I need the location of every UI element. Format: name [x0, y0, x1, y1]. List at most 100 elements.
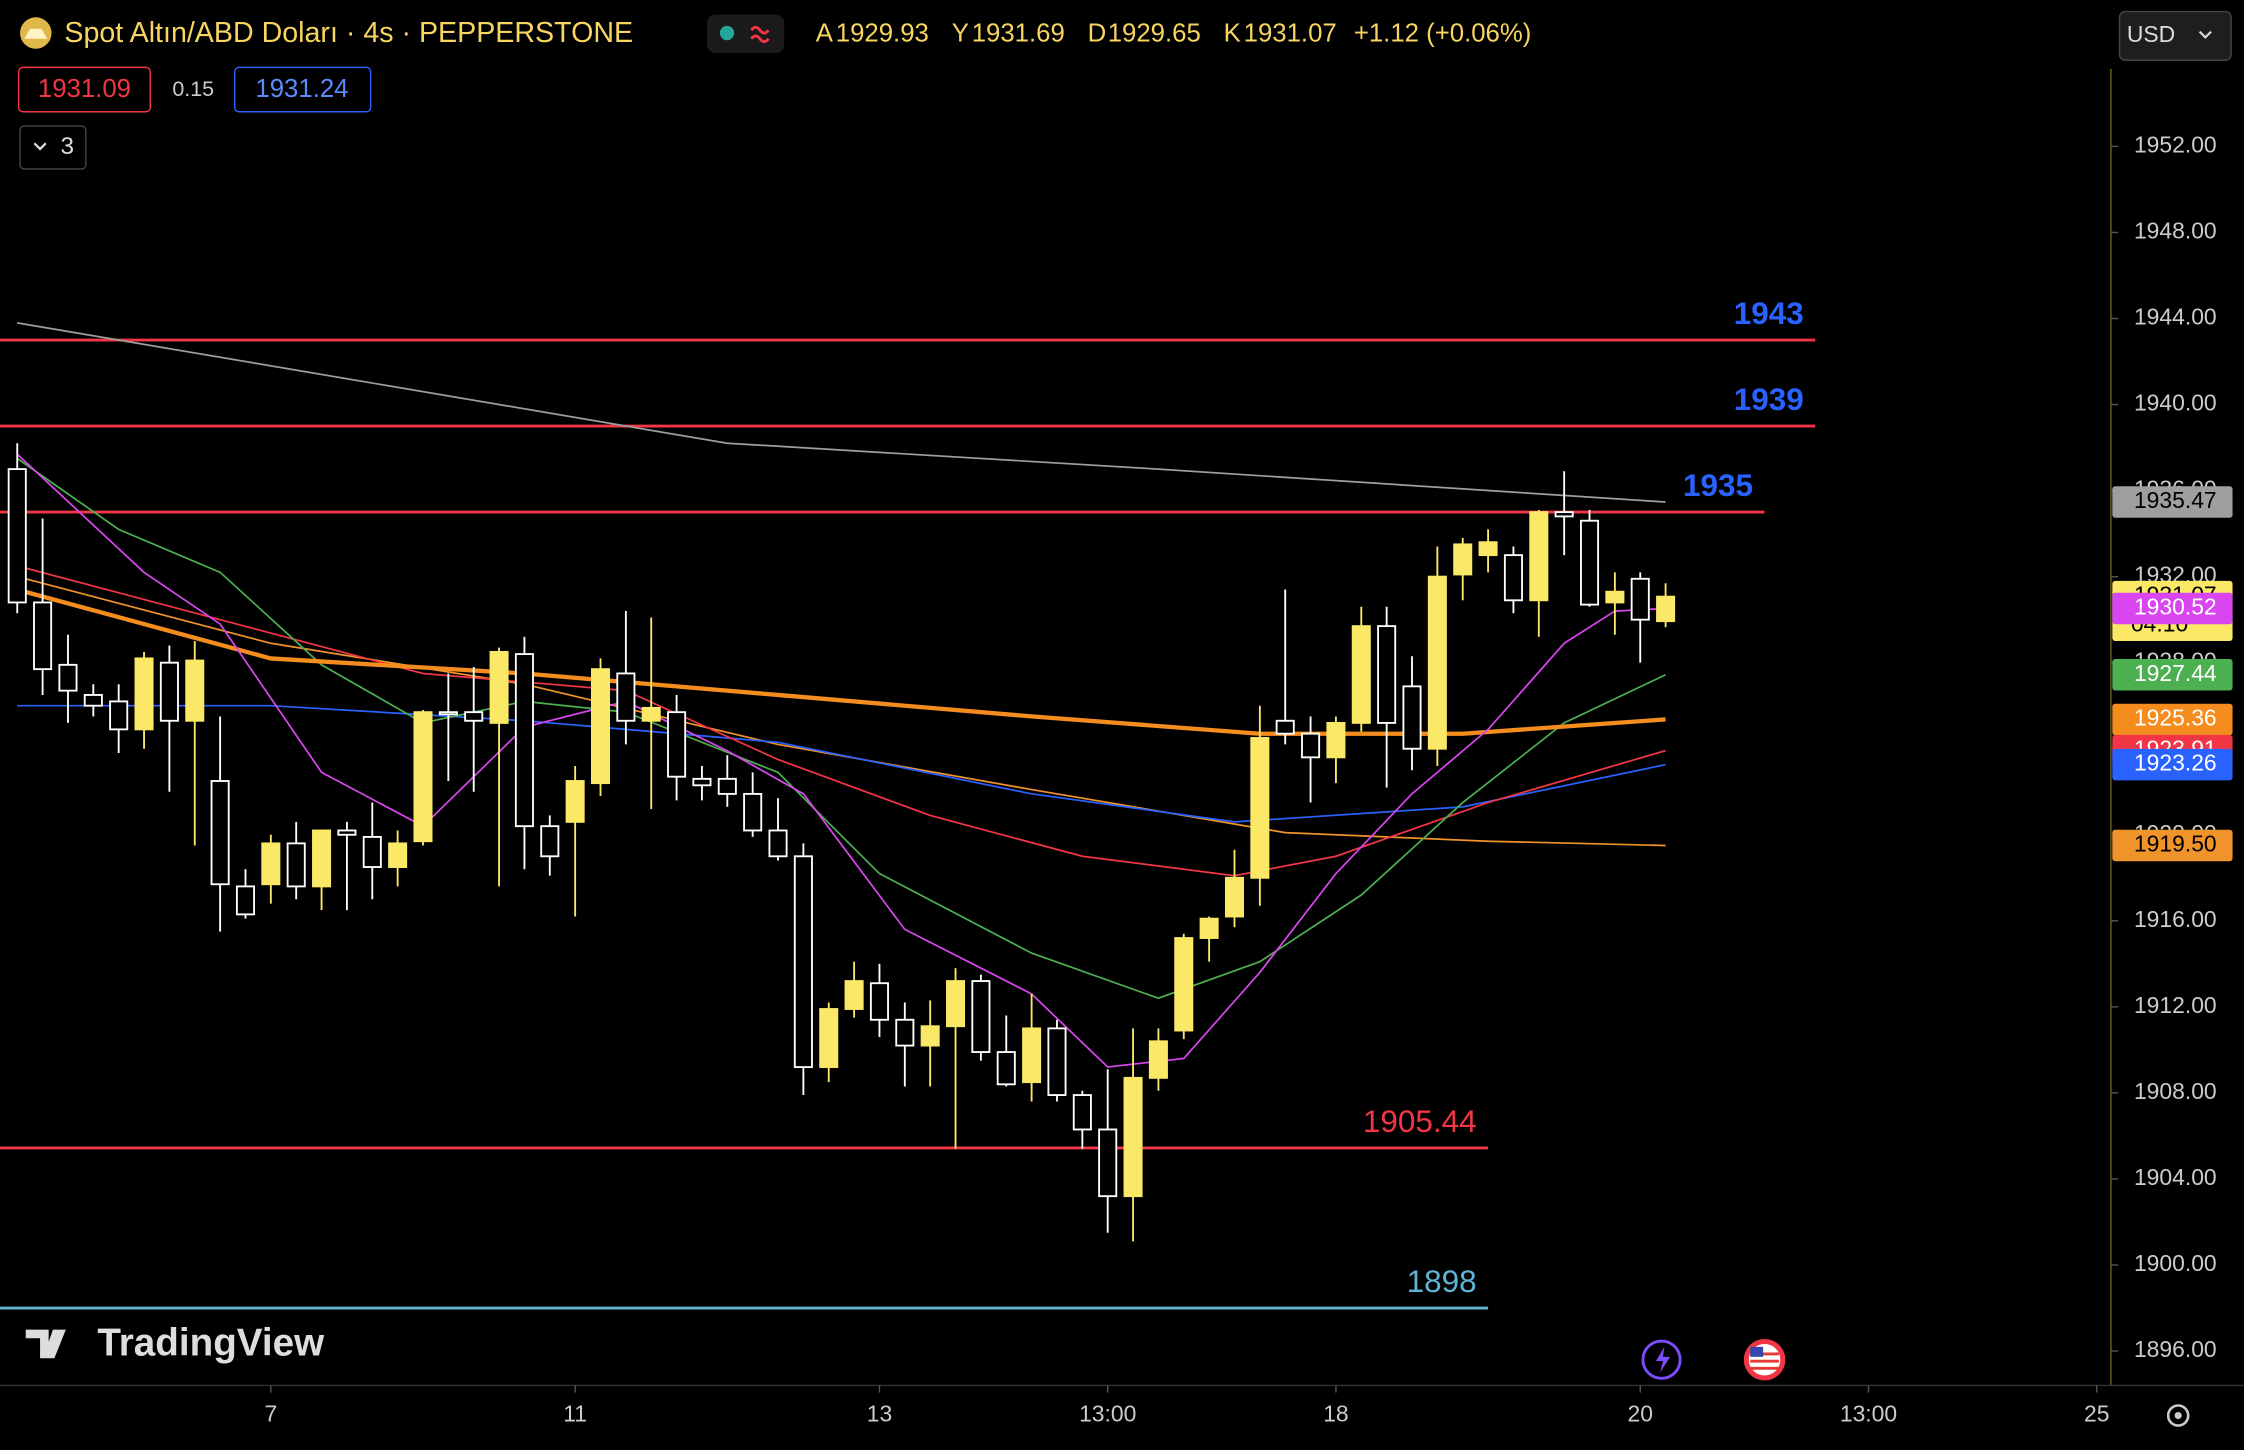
candle-body — [1503, 554, 1523, 602]
candle-body — [996, 1051, 1016, 1086]
candle-body — [286, 842, 306, 888]
candle-body — [1301, 732, 1321, 759]
candle-body — [1580, 519, 1600, 606]
buy-button[interactable] — [233, 66, 372, 113]
price-badge — [2112, 658, 2233, 691]
candle-body — [641, 706, 661, 722]
y-tick-label: 1940.00 — [2134, 390, 2217, 416]
candle-body — [1072, 1094, 1092, 1131]
price-badge-label: 1927.44 — [2134, 660, 2217, 686]
candle-body — [590, 668, 611, 785]
currency-select[interactable] — [2118, 10, 2232, 61]
sell-button[interactable] — [17, 66, 151, 113]
price-badge-label: 1930.52 — [2134, 594, 2217, 620]
indicators-count: 3 — [60, 133, 74, 160]
candle-body — [565, 780, 585, 823]
candle-body — [1351, 625, 1371, 724]
settings-icon-center — [2174, 1411, 2182, 1420]
candle-body — [717, 777, 737, 795]
candle-body — [1224, 876, 1245, 918]
candle-body — [1554, 511, 1574, 518]
candle-body — [692, 777, 712, 787]
level-label: 1905.44 — [1363, 1104, 1477, 1139]
symbol-title[interactable]: Spot Altın/ABD Doları · 4s · PEPPERSTONE — [64, 17, 633, 49]
price-badge — [2112, 829, 2233, 862]
level-label: 1943 — [1734, 296, 1804, 331]
x-tick-label: 20 — [1628, 1401, 1653, 1427]
currency-chevron — [2198, 30, 2212, 39]
ohlc-key: K — [1224, 19, 1241, 47]
x-tick-label: 25 — [2084, 1401, 2109, 1427]
moving-average — [16, 565, 1666, 877]
candle-body — [362, 835, 382, 868]
moving-average — [16, 457, 1666, 1000]
level-label: 1935 — [1683, 468, 1753, 503]
candle-body — [438, 711, 458, 716]
price-badge-label: 1919.50 — [2134, 831, 2217, 857]
level-label: 1898 — [1407, 1264, 1477, 1299]
candle-body — [1047, 1027, 1067, 1096]
ohlc-value: 1931.69 — [972, 19, 1065, 47]
candle-body — [185, 659, 205, 722]
candle-body — [743, 792, 763, 832]
y-tick-label: 1912.00 — [2134, 992, 2217, 1018]
candle-body — [159, 661, 179, 722]
moving-average — [17, 322, 1666, 503]
candle-body — [1326, 721, 1346, 759]
indicators-toggle[interactable] — [19, 125, 87, 170]
candle-body — [1098, 1128, 1118, 1198]
candle-body — [1275, 719, 1295, 735]
ask-price: 1931.24 — [255, 75, 348, 103]
x-tick-label: 11 — [563, 1401, 587, 1427]
candle-body — [1529, 511, 1549, 602]
y-tick-label: 1904.00 — [2134, 1164, 2217, 1190]
x-tick-label: 13 — [867, 1401, 892, 1427]
price-badge-label: 1925.36 — [2134, 705, 2217, 731]
candle-body — [1199, 917, 1219, 939]
price-badge — [2112, 748, 2233, 781]
settings-icon[interactable] — [2166, 1404, 2190, 1427]
logo-mark — [25, 1329, 66, 1359]
candle-body — [210, 780, 230, 886]
lightning-icon — [1655, 1346, 1671, 1373]
candle-body — [134, 657, 154, 731]
candle-body — [1174, 937, 1194, 1032]
ohlc-key: Y — [952, 19, 969, 47]
flag-canton — [1750, 1346, 1764, 1357]
bid-price: 1931.09 — [38, 75, 131, 103]
ohlc-key: D — [1088, 19, 1107, 47]
candle-body — [869, 982, 889, 1021]
status-pill[interactable] — [706, 14, 785, 54]
watermark-text: TradingView — [97, 1322, 325, 1365]
candle-body — [312, 829, 332, 888]
candle-body — [920, 1025, 940, 1047]
price-badge-label: 1935.47 — [2134, 487, 2217, 513]
price-badge-label: 1923.26 — [2134, 750, 2217, 776]
y-tick-label: 1908.00 — [2134, 1078, 2217, 1104]
candle-body — [1630, 577, 1650, 621]
candle-body — [616, 672, 636, 722]
candle-body — [1427, 575, 1447, 750]
candle-body — [844, 980, 864, 1010]
candle-body — [1250, 737, 1270, 879]
candle-body — [1377, 625, 1397, 724]
y-tick-label: 1900.00 — [2134, 1250, 2217, 1276]
candle-body — [1148, 1040, 1168, 1079]
candle-body — [514, 653, 534, 828]
candle-body — [793, 855, 813, 1069]
candle-body — [7, 468, 27, 604]
y-tick-label: 1916.00 — [2134, 906, 2217, 932]
candle-body — [1022, 1027, 1042, 1084]
ohlc-values: A 1929.93 Y 1931.69 D 1929.65 K 1931.07 +1.12 (+… — [816, 19, 1532, 47]
candle-body — [388, 842, 408, 868]
level-label: 1939 — [1734, 382, 1804, 417]
moving-average — [17, 704, 1666, 823]
candle-body — [235, 885, 255, 916]
currency: USD — [2127, 21, 2175, 47]
candle-body — [1123, 1076, 1143, 1198]
candle-body — [768, 829, 788, 858]
events-icon[interactable] — [1641, 1339, 1682, 1380]
delayed-icon — [750, 25, 770, 44]
